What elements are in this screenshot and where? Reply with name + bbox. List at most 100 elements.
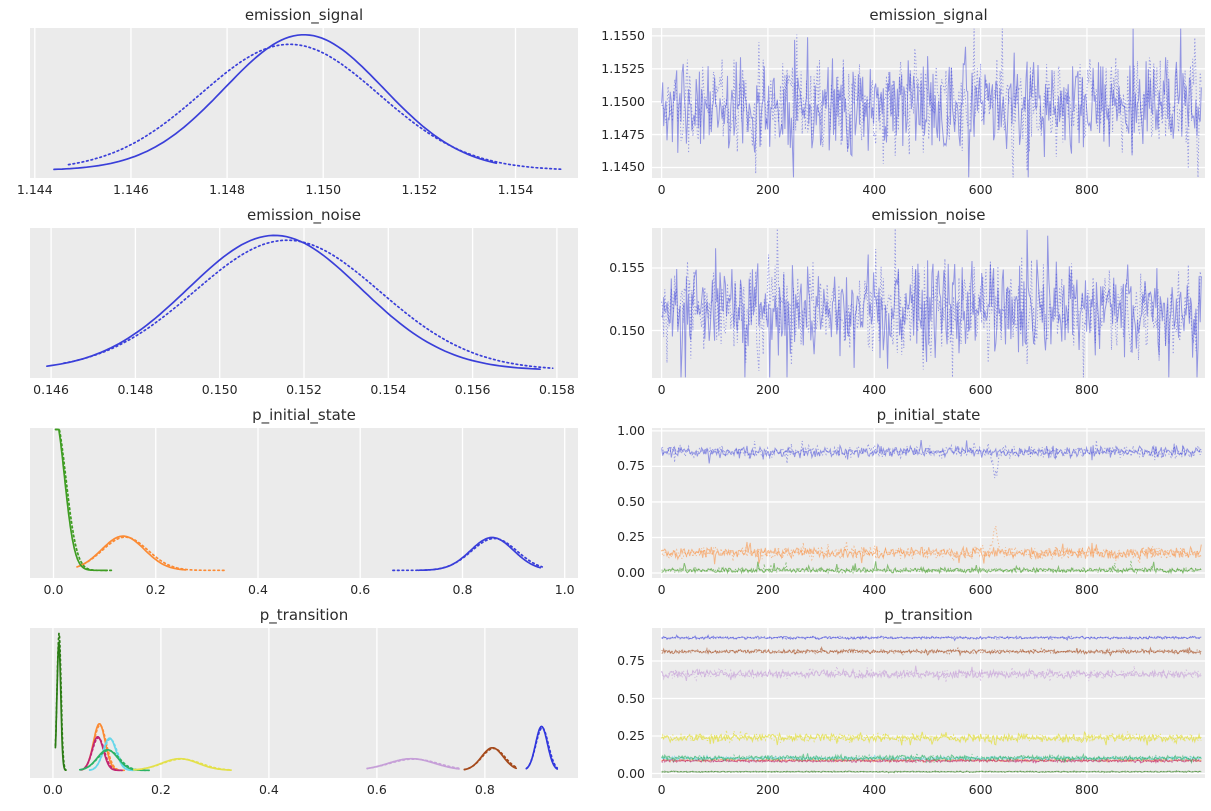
x-tick-label: 1.0 [554,582,575,597]
y-tick-label: 0.50 [617,493,645,509]
kde-curve [54,428,109,572]
plot-title: emission_signal [869,6,988,24]
emission_signal_trace-canvas [652,28,1205,178]
x-tick-label: 0.2 [150,782,171,797]
kde-curve [366,758,460,770]
y-tick-label: 1.1500 [601,93,645,109]
kde-curve [81,724,126,772]
p_initial_state_trace-canvas [652,428,1205,578]
trace-line [661,228,1202,378]
trace-line [661,28,1202,178]
x-tick-label: 1.152 [401,182,438,197]
y-tick-label: 1.1475 [601,126,645,142]
trace-line [661,752,1202,765]
x-tick-label: 800 [1075,182,1099,197]
x-tick-label: 0 [657,382,666,397]
emission_signal_kde-canvas [30,28,578,178]
x-tick-label: 0.2 [145,582,166,597]
x-tick-label: 600 [968,182,993,197]
kde-curve [133,758,232,771]
y-tick-label: 0.155 [609,260,645,275]
y-tick-label: 0.150 [609,322,645,338]
x-tick-label: 600 [968,582,993,597]
trace-line [661,754,1202,762]
x-tick-label: 0.152 [286,382,322,397]
trace-line [661,541,1202,565]
y-tick-label: 0.00 [617,765,645,781]
trace-line [661,646,1202,656]
y-tick-label: 0.00 [617,565,645,581]
x-tick-label: 600 [968,782,993,797]
y-tick-label: 1.1550 [601,27,645,43]
p_initial_state_kde-canvas [30,428,578,578]
p_transition_kde-canvas [30,628,578,778]
trace-line [661,635,1202,642]
emission_noise_kde-canvas [30,228,578,378]
x-tick-label: 200 [755,582,780,597]
plot-title: p_initial_state [876,406,981,424]
trace-line [661,634,1202,642]
trace-line [661,731,1202,746]
kde-curve [80,736,123,772]
x-tick-label: 200 [755,382,780,397]
x-tick-label: 0.148 [117,382,154,397]
kde-curve [392,537,544,572]
x-tick-label: 800 [1075,382,1099,397]
trace-line [661,770,1202,774]
y-tick-label: 0.50 [617,690,645,706]
x-tick-label: 0.150 [201,382,238,397]
trace-line [661,756,1202,764]
x-tick-label: 800 [1075,782,1099,797]
x-tick-label: 0.0 [43,582,64,597]
y-tick-label: 0.25 [617,728,645,743]
x-tick-label: 0 [657,782,666,797]
x-tick-label: 0.6 [350,582,371,597]
x-tick-label: 0.8 [474,782,495,797]
kde-curve [53,33,498,171]
kde-curve [67,43,565,171]
x-tick-label: 800 [1075,582,1099,597]
trace-line [661,229,1202,378]
kde-curve [62,239,554,370]
plot-title: p_transition [884,606,973,624]
x-tick-label: 0.4 [248,582,268,597]
x-tick-label: 0 [657,582,666,597]
plot-title: emission_noise [247,206,361,224]
x-tick-label: 200 [755,782,780,797]
trace-line [661,754,1202,763]
x-tick-label: 400 [862,582,887,597]
kde-curve [79,536,226,572]
plot-background [30,428,578,578]
plot-background [30,628,578,778]
trace-line [661,561,1202,575]
x-tick-label: 200 [755,182,780,197]
x-tick-label: 600 [968,382,993,397]
x-tick-label: 1.150 [305,182,342,197]
trace-line [661,665,1202,682]
trace-line [661,560,1202,575]
emission_noise_trace-canvas [652,228,1205,378]
plot-title: p_initial_state [252,406,356,424]
x-tick-label: 0.154 [370,382,407,397]
trace-line [661,28,1202,178]
kde-curve [525,726,559,770]
y-tick-label: 1.1525 [601,60,645,76]
x-tick-label: 1.154 [497,182,534,197]
kde-curve [46,234,541,371]
x-tick-label: 0.8 [452,582,473,597]
x-tick-label: 400 [862,182,887,197]
y-tick-label: 0.75 [617,458,645,474]
kde-curve [54,428,115,572]
plot-title: emission_noise [871,206,986,224]
x-tick-label: 400 [862,382,887,397]
x-tick-label: 0.156 [454,382,491,397]
x-tick-label: 0.4 [258,782,279,797]
y-tick-label: 1.00 [617,422,645,438]
trace-line [661,646,1202,657]
plot-background [30,28,578,178]
kde-curve [88,738,136,772]
x-tick-label: 1.144 [16,182,53,197]
x-tick-label: 0.146 [33,382,69,397]
kde-curve [463,747,518,771]
